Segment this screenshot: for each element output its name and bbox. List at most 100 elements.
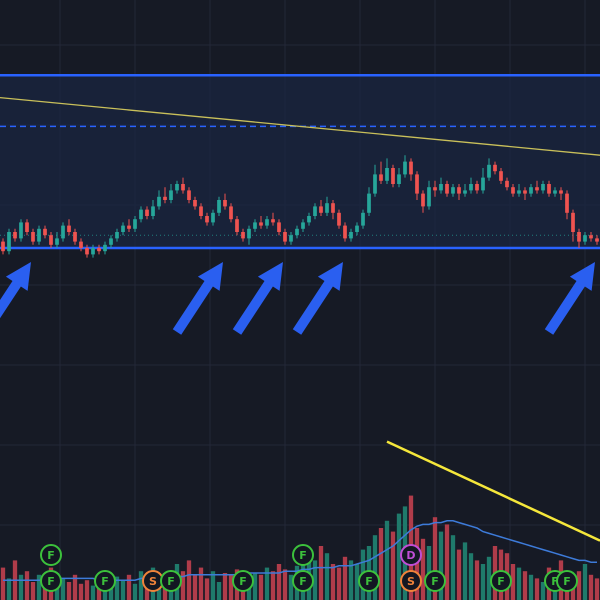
candle	[439, 177, 443, 194]
candle-body	[187, 190, 191, 200]
candle	[313, 203, 317, 220]
candle	[295, 225, 299, 239]
candle-body	[541, 184, 545, 191]
trendlines[interactable]	[0, 96, 600, 542]
candle-body	[217, 200, 221, 213]
candle	[421, 190, 425, 213]
candle-body	[445, 184, 449, 194]
candle	[253, 219, 257, 232]
event-marker-f[interactable]: F	[556, 570, 578, 592]
event-marker-d[interactable]: D	[400, 544, 422, 566]
price-channel[interactable]	[0, 73, 600, 250]
volume-bar	[432, 517, 438, 600]
volume-bar	[522, 571, 528, 600]
volume-bar	[198, 567, 204, 600]
candle-body	[463, 190, 467, 194]
volume-bar	[468, 553, 474, 600]
candle	[277, 219, 281, 236]
candle	[541, 180, 545, 194]
candle	[175, 180, 179, 194]
arrow-icon[interactable]	[232, 262, 283, 335]
candle-body	[529, 187, 533, 194]
candle-body	[265, 219, 269, 226]
candle-body	[409, 161, 413, 175]
candle-body	[523, 190, 527, 194]
candle-body	[43, 228, 47, 236]
candle	[61, 222, 65, 242]
candle	[559, 187, 563, 200]
volume-bar	[138, 571, 144, 600]
candle	[367, 187, 371, 216]
candle-body	[427, 187, 431, 207]
volume-bar	[120, 580, 126, 600]
candle-body	[553, 190, 557, 194]
event-marker-f[interactable]: F	[292, 570, 314, 592]
arrow-icon[interactable]	[172, 262, 223, 335]
candle-body	[223, 200, 227, 207]
event-marker-f[interactable]: F	[424, 570, 446, 592]
candlesticks	[1, 155, 599, 258]
candle-body	[451, 187, 455, 194]
event-marker-f[interactable]: F	[358, 570, 380, 592]
event-marker-f[interactable]: F	[232, 570, 254, 592]
candle	[283, 228, 287, 245]
candle	[373, 164, 377, 197]
candle-body	[559, 190, 563, 194]
channel-fill	[0, 75, 600, 248]
candle-body	[169, 190, 173, 200]
candle-body	[457, 187, 461, 194]
arrow-icon[interactable]	[0, 262, 31, 335]
event-marker-f[interactable]: F	[160, 570, 182, 592]
candle	[49, 232, 53, 248]
candle	[349, 228, 353, 242]
candle-body	[73, 232, 77, 242]
candle	[487, 158, 491, 181]
event-markers[interactable]: FF F S F FFF FDS F F F F	[40, 544, 578, 592]
arrow-annotations[interactable]	[0, 262, 595, 335]
event-marker-f[interactable]: F	[490, 570, 512, 592]
event-marker-s[interactable]: S	[400, 570, 422, 592]
volume-bar	[390, 531, 396, 600]
volume-bar	[510, 564, 516, 600]
candle-body	[577, 232, 581, 242]
volume-bar	[336, 567, 342, 600]
candle	[169, 184, 173, 204]
candle	[79, 238, 83, 252]
candle-body	[469, 184, 473, 191]
candle	[595, 235, 599, 245]
event-marker-f[interactable]: F	[292, 544, 314, 566]
candle-body	[493, 164, 497, 172]
event-marker-f[interactable]: F	[40, 544, 62, 566]
volume-bar	[228, 574, 234, 600]
candle	[565, 190, 569, 220]
arrow-icon[interactable]	[544, 262, 595, 335]
candle-body	[121, 225, 125, 232]
volume-bar	[516, 567, 522, 600]
candle-body	[133, 219, 137, 229]
price-trendline[interactable]	[0, 96, 600, 156]
candle	[85, 244, 89, 258]
arrow-icon[interactable]	[292, 262, 343, 335]
volume-bar	[126, 574, 132, 600]
event-marker-label: F	[47, 575, 55, 588]
candle-body	[289, 235, 293, 242]
volume-bar	[270, 571, 276, 600]
volume-bar	[216, 582, 222, 600]
candle	[115, 228, 119, 242]
candle	[577, 228, 581, 248]
volume-bar	[540, 582, 546, 600]
candle-body	[517, 190, 521, 194]
volume-trendline[interactable]	[386, 440, 600, 542]
event-marker-f[interactable]: F	[40, 570, 62, 592]
candle	[505, 177, 509, 191]
candle	[265, 216, 269, 229]
candle	[523, 187, 527, 200]
volume-bar	[258, 574, 264, 600]
event-marker-circle	[490, 570, 512, 592]
candle	[187, 187, 191, 204]
candle	[445, 180, 449, 197]
event-marker-f[interactable]: F	[94, 570, 116, 592]
candle	[343, 222, 347, 242]
candle-body	[373, 174, 377, 194]
